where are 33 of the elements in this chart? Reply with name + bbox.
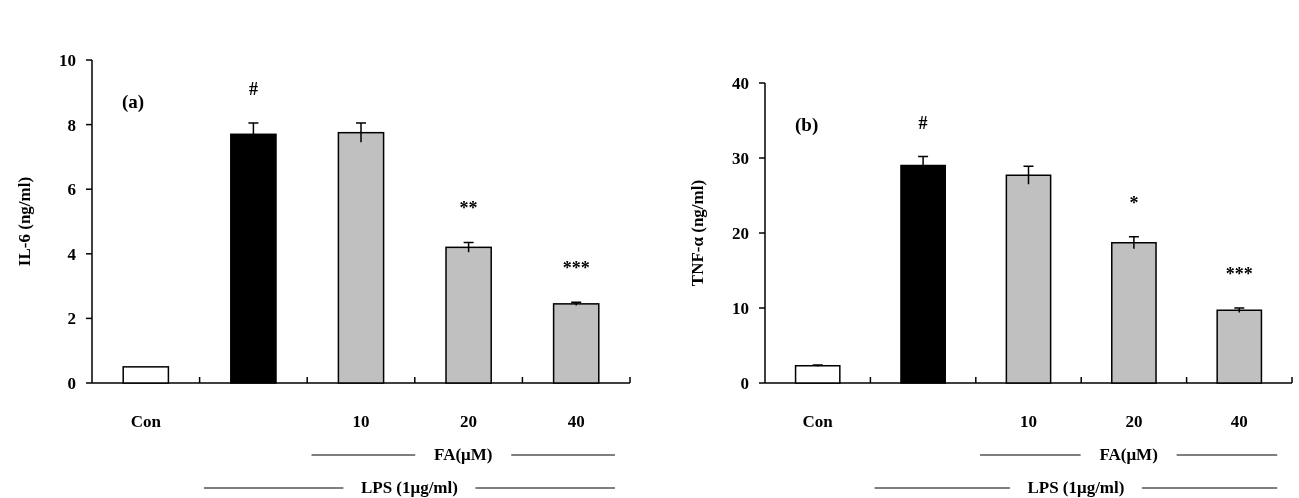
- y-tick-label: 4: [67, 244, 77, 264]
- data-label: ***: [562, 258, 590, 279]
- annotation: (a): [122, 91, 145, 113]
- y-axis-title: TNF-α (ng/ml): [688, 179, 707, 287]
- y-tick-label: 10: [732, 298, 749, 318]
- x-tick-label: 10: [352, 412, 370, 431]
- y-tick-label: 6: [67, 180, 76, 200]
- text: FA(μM): [434, 445, 493, 464]
- y-tick-label: 2: [67, 309, 76, 329]
- data-label: #: [248, 78, 258, 99]
- x-tick-label: 40: [567, 412, 585, 431]
- y-tick-label: 0: [67, 373, 76, 393]
- y-tick-label: 10: [59, 50, 76, 70]
- text: FA(μM): [1099, 445, 1158, 464]
- y-tick-label: 40: [732, 73, 749, 93]
- annotation: (b): [795, 114, 819, 136]
- y-tick-label: 0: [740, 373, 749, 393]
- x-tick-label: 40: [1230, 412, 1248, 431]
- data-label: #: [918, 112, 928, 133]
- y-tick-label: 8: [67, 115, 76, 135]
- y-tick-label: 30: [732, 148, 749, 168]
- data-label: *: [1129, 192, 1139, 213]
- text: LPS (1μg/ml): [360, 478, 458, 497]
- x-tick-label: Con: [802, 412, 834, 431]
- x-tick-label: 20: [460, 412, 478, 431]
- data-label: **: [459, 198, 478, 219]
- x-tick-label: Con: [130, 412, 162, 431]
- data-label: ***: [1225, 264, 1253, 284]
- y-tick-label: 20: [732, 223, 749, 243]
- x-tick-label: 20: [1125, 412, 1143, 431]
- text: LPS (1μg/ml): [1027, 478, 1125, 497]
- y-axis-title: IL-6 (ng/ml): [15, 176, 34, 267]
- x-tick-label: 10: [1020, 412, 1037, 431]
